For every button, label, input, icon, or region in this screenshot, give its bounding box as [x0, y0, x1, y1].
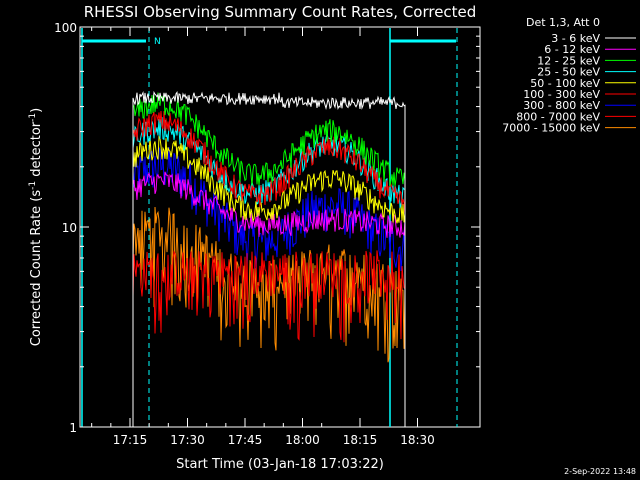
- chart-title: RHESSI Observing Summary Count Rates, Co…: [84, 3, 477, 21]
- legend-label: 6 - 12 keV: [544, 43, 600, 56]
- ylabel-sup-1: -1: [28, 181, 38, 190]
- x-axis-label: Start Time (03-Jan-18 17:03:22): [176, 457, 384, 472]
- legend-label: 50 - 100 keV: [530, 77, 600, 90]
- ylabel-sup-2: -1: [28, 113, 38, 122]
- x-tick-label: 18:00: [285, 433, 320, 447]
- ylabel-part-1: Corrected Count Rate (s: [29, 190, 44, 347]
- series-line: [132, 171, 406, 427]
- series-line: [132, 206, 406, 427]
- legend-label: 100 - 300 keV: [523, 88, 600, 101]
- saa-marker-label: N: [154, 37, 161, 47]
- y-tick-label: 1: [69, 421, 77, 435]
- legend-label: 25 - 50 keV: [537, 66, 600, 79]
- series-line: [132, 250, 406, 427]
- y-tick-label: 10: [62, 221, 77, 235]
- legend-label: 300 - 800 keV: [523, 99, 600, 112]
- legend-title: Det 1,3, Att 0: [526, 16, 600, 29]
- axis-ticks: 17:15 17:30 17:45 18:00 18:15 18:30 1 10 100: [54, 21, 480, 447]
- y-axis-label: Corrected Count Rate (s-1 detector-1): [28, 108, 44, 346]
- series-line: [132, 116, 406, 427]
- x-tick-label: 18:30: [400, 433, 435, 447]
- x-tick-label: 17:30: [170, 433, 205, 447]
- x-tick-label: 17:15: [113, 433, 148, 447]
- ylabel-part-3: ): [29, 108, 44, 113]
- x-tick-label: 17:45: [228, 433, 263, 447]
- series-line: [132, 110, 406, 427]
- legend-label: 3 - 6 keV: [551, 32, 600, 45]
- series-line: [132, 90, 406, 427]
- y-tick-label: 100: [54, 21, 77, 35]
- series-line: [132, 135, 406, 427]
- x-tick-label: 18:15: [343, 433, 378, 447]
- legend-label: 12 - 25 keV: [537, 54, 600, 67]
- legend-label: 800 - 7000 keV: [516, 110, 600, 123]
- legend-label: 7000 - 15000 keV: [502, 122, 600, 135]
- series-layer: [132, 90, 406, 427]
- footer-date: 2-Sep-2022 13:48: [564, 467, 636, 476]
- ylabel-part-2: detector: [29, 121, 44, 181]
